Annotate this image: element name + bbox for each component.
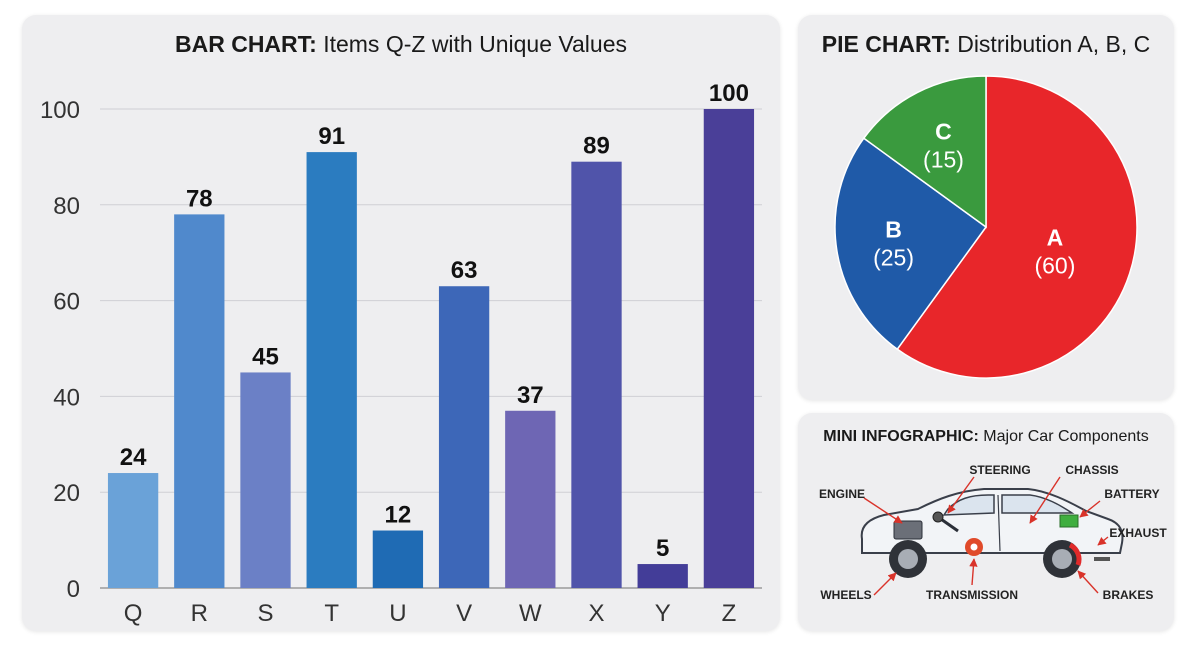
bar-value-label: 5 — [656, 535, 669, 562]
callout-steering: STEERING — [969, 463, 1030, 477]
callout-group: ENGINE STEERING CHASSIS BATTERY EXHAUST WHEEL… — [819, 463, 1167, 602]
x-tick-label: R — [191, 600, 208, 627]
callout-battery: BATTERY — [1104, 487, 1159, 501]
bar-w — [505, 410, 556, 588]
x-tick-label: V — [456, 600, 472, 627]
bar-y — [637, 564, 688, 588]
car-infographic: ENGINE STEERING CHASSIS BATTERY EXHAUST WHEEL… — [819, 463, 1167, 602]
brake-caliper — [1068, 542, 1082, 566]
car-illustration — [860, 488, 1124, 578]
engine-block — [893, 520, 923, 540]
pie-chart: A(60) B(25) C(15) — [834, 75, 1138, 379]
callout-arrow — [969, 558, 978, 586]
callout-arrow — [873, 572, 897, 596]
pie-slice-label: A — [1047, 224, 1064, 250]
callout-engine: ENGINE — [819, 487, 865, 501]
car-window-rear — [1001, 494, 1075, 514]
x-tick-label: X — [588, 600, 604, 627]
callout-arrow — [1079, 500, 1101, 518]
battery-box — [1059, 514, 1079, 528]
pie-slice-value: (15) — [923, 147, 964, 173]
pie-slice-value: (25) — [873, 245, 914, 271]
bar-value-label: 45 — [252, 343, 279, 370]
callout-brakes: BRAKES — [1103, 588, 1154, 602]
bar-q — [107, 473, 159, 588]
door-line — [997, 494, 1001, 552]
rear-wheel-hub — [1052, 549, 1072, 569]
infographic-panel: MINI INFOGRAPHIC: Major Car Components — [798, 413, 1174, 631]
callout-exhaust: EXHAUST — [1109, 526, 1167, 540]
pie-slice-label: C — [935, 119, 952, 145]
bar-value-label: 63 — [451, 257, 478, 284]
x-tick-label: Z — [722, 600, 737, 627]
bar-value-label: 89 — [583, 133, 610, 160]
y-tick-label: 60 — [53, 289, 80, 316]
bar-chart: 0 20 40 60 80 100 24 Q 78 R 45 S 91 T 12 U 63 V 37 W 89 X 5 Y 10… — [40, 80, 762, 627]
callout-arrow — [1097, 536, 1109, 546]
bar-value-label: 78 — [186, 185, 213, 212]
x-tick-label: S — [257, 600, 273, 627]
bar-chart-title: BAR CHART: Items Q-Z with Unique Values — [174, 31, 627, 57]
callout-arrow — [1029, 476, 1061, 524]
y-tick-label: 100 — [40, 97, 80, 124]
bar-u — [372, 530, 424, 588]
bar-value-label: 37 — [517, 382, 544, 409]
y-tick-label: 40 — [53, 384, 80, 411]
pie-slice-value: (60) — [1034, 252, 1075, 278]
bar-value-label: 12 — [385, 502, 412, 529]
y-tick-label: 80 — [53, 193, 80, 220]
callout-arrow — [1077, 570, 1099, 594]
pie-slice-c — [862, 75, 987, 229]
callout-transmission: TRANSMISSION — [926, 588, 1018, 602]
x-tick-label: W — [519, 600, 542, 627]
infographic-title: MINI INFOGRAPHIC: Major Car Components — [823, 428, 1149, 445]
x-tick-label: Y — [655, 600, 671, 627]
bar-s — [240, 372, 291, 588]
pie-slice-a — [896, 75, 1138, 379]
transmission-gear-hub — [970, 543, 978, 551]
x-tick-label: Q — [124, 600, 143, 627]
bar-value-label: 24 — [120, 444, 147, 471]
bar-value-label: 100 — [709, 80, 749, 107]
x-tick-label: T — [324, 600, 339, 627]
callout-arrow — [947, 476, 975, 514]
bar-v — [438, 286, 490, 588]
pie-chart-panel: PIE CHART: Distribution A, B, C A (60) B (2… — [798, 15, 1174, 400]
bar-chart-panel: BAR CHART: Items Q-Z with Unique Values … — [22, 15, 780, 631]
y-tick-label: 0 — [67, 576, 80, 603]
y-tick-label: 20 — [53, 480, 80, 507]
pie-slice-label: B — [885, 217, 902, 243]
callout-arrow — [863, 497, 903, 524]
bar-value-label: 91 — [318, 123, 345, 150]
callout-chassis: CHASSIS — [1065, 463, 1118, 477]
bar-x — [571, 161, 622, 588]
bar-z — [703, 109, 755, 588]
steering-wheel — [932, 511, 944, 523]
pie-chart-title: PIE CHART: Distribution A, B, C — [821, 31, 1151, 57]
exhaust-pipe — [1094, 557, 1110, 561]
front-wheel-hub — [898, 549, 918, 569]
callout-wheels: WHEELS — [820, 588, 871, 602]
x-tick-label: U — [389, 600, 406, 627]
bar-r — [174, 214, 225, 588]
pie-slice-b — [834, 137, 988, 351]
bar-t — [306, 152, 357, 589]
